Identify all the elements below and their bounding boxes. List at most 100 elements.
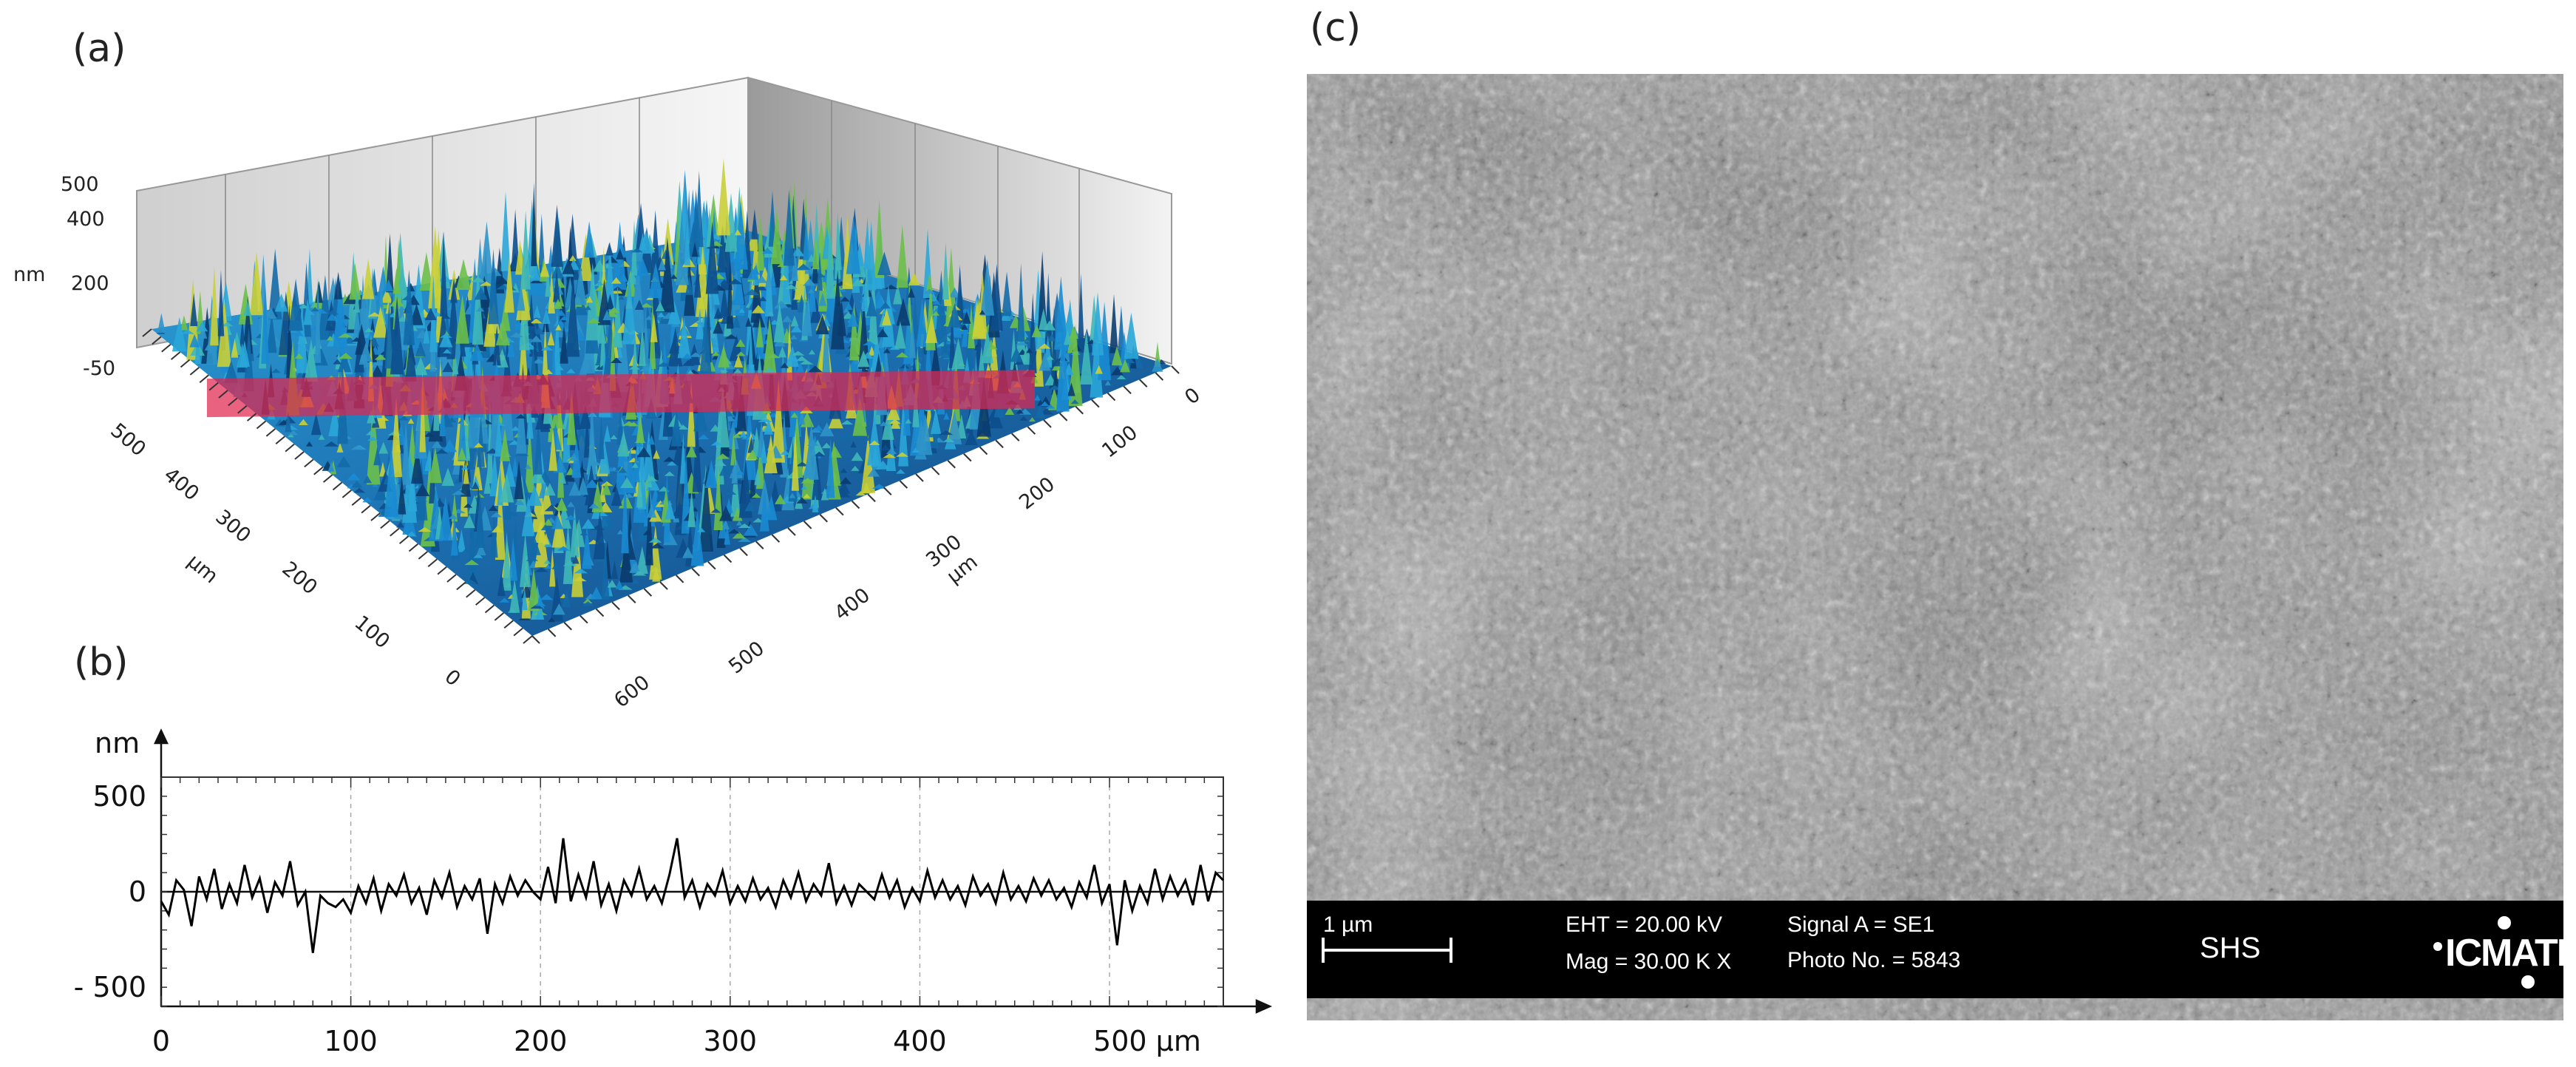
surface-spike [399, 416, 409, 421]
surface-spike [660, 237, 675, 313]
surface-spike [616, 529, 624, 535]
surface-spike [362, 496, 373, 503]
surface-spike [752, 309, 766, 328]
surface-spike [572, 555, 580, 564]
surface-spike [1035, 404, 1046, 419]
surface-spike [224, 360, 239, 383]
surface-spike [324, 441, 339, 447]
surface-spike [274, 294, 288, 312]
y-axis-tick [437, 566, 447, 575]
mag-readout: Mag = 30.00 K X [1566, 949, 1731, 974]
surface-spike [507, 339, 515, 357]
x-axis-tick [915, 473, 924, 482]
surface-spike [738, 308, 745, 313]
y-tick-label: 400 [160, 464, 203, 506]
surface-spike [622, 421, 636, 426]
surface-spike [877, 251, 891, 276]
surface-spike [526, 401, 534, 439]
surface-spike [515, 413, 526, 419]
surface-spike [670, 274, 678, 280]
y-tick-label: - 500 [74, 971, 146, 1003]
surface-spike [961, 323, 968, 330]
surface-spike [378, 441, 389, 454]
surface-spike [286, 303, 293, 379]
surface-spike [675, 220, 689, 285]
x-tick-label: 400 [830, 583, 874, 625]
surface-spike [1040, 401, 1050, 407]
z-tick-label: -50 [83, 357, 115, 380]
surface-spike [962, 311, 971, 324]
surface-spike [499, 597, 510, 603]
surface-spike [923, 288, 936, 294]
surface-spike [747, 436, 755, 453]
surface-spike [610, 357, 622, 363]
z-axis-unit: nm [13, 263, 45, 286]
surface-spike [711, 351, 721, 356]
surface-spike [780, 362, 789, 368]
surface-spike [525, 423, 534, 493]
surface-spike [1064, 362, 1074, 376]
surface-spike [266, 312, 277, 353]
surface-spike [725, 461, 733, 473]
surface-spike [363, 475, 372, 484]
surface-spike [803, 278, 816, 286]
surface-spike [645, 490, 653, 566]
surface-spike [472, 475, 480, 487]
surface-spike [401, 421, 410, 485]
surface-spike [907, 288, 915, 298]
surface-spike [603, 424, 611, 442]
surface-spike [1028, 293, 1037, 373]
icmate-logo-text: ICMATE [2445, 932, 2563, 975]
surface-spike [419, 252, 433, 291]
surface-spike [918, 413, 933, 455]
surface-spike [303, 298, 313, 325]
surface-spike [862, 482, 871, 494]
surface-spike [866, 294, 877, 316]
surface-spike [862, 281, 869, 312]
surface-spike [337, 352, 352, 373]
surface-spike [639, 302, 653, 308]
y-axis-tick [456, 581, 466, 591]
surface-spike [896, 225, 908, 288]
surface-spike [318, 434, 325, 440]
surface-spike [597, 476, 604, 482]
surface-spike [545, 268, 551, 297]
surface-spike [469, 343, 485, 362]
y-axis-tick [361, 504, 371, 514]
surface-spike [650, 543, 665, 549]
surface-spike [631, 219, 638, 276]
surface-spike [261, 284, 270, 365]
surface-spike [370, 365, 384, 378]
surface-spike [407, 464, 418, 512]
surface-spike [803, 216, 810, 261]
surface-spike [780, 450, 790, 455]
surface-spike [732, 532, 746, 539]
x-axis-tick [1139, 379, 1148, 387]
y-axis-tick [304, 458, 314, 468]
surface-spike [599, 439, 611, 474]
surface-spike [620, 477, 634, 489]
surface-spike [602, 309, 611, 320]
surface-spike [686, 445, 697, 458]
surface-spike [531, 359, 546, 364]
surface-spike [888, 419, 901, 424]
surface-spike [415, 341, 426, 357]
surface-spike [451, 513, 458, 556]
surface-spike [548, 270, 555, 314]
x-axis-tick [835, 507, 844, 516]
profile-series-line [160, 838, 1225, 953]
x-axis-tick [563, 622, 572, 631]
surface-spike [625, 535, 636, 560]
surface-spike [847, 311, 859, 327]
y-axis-tick [208, 382, 219, 391]
x-axis-tick [883, 487, 892, 495]
surface-spike [349, 262, 361, 300]
surface-spike [604, 241, 616, 317]
surface-spike [1034, 395, 1041, 401]
y-axis-tick [285, 443, 295, 453]
surface-spike [1120, 359, 1130, 373]
y-axis-tick [332, 481, 343, 491]
surface-spike [889, 345, 900, 350]
surface-spike [243, 300, 252, 316]
surface-spike [534, 567, 549, 572]
